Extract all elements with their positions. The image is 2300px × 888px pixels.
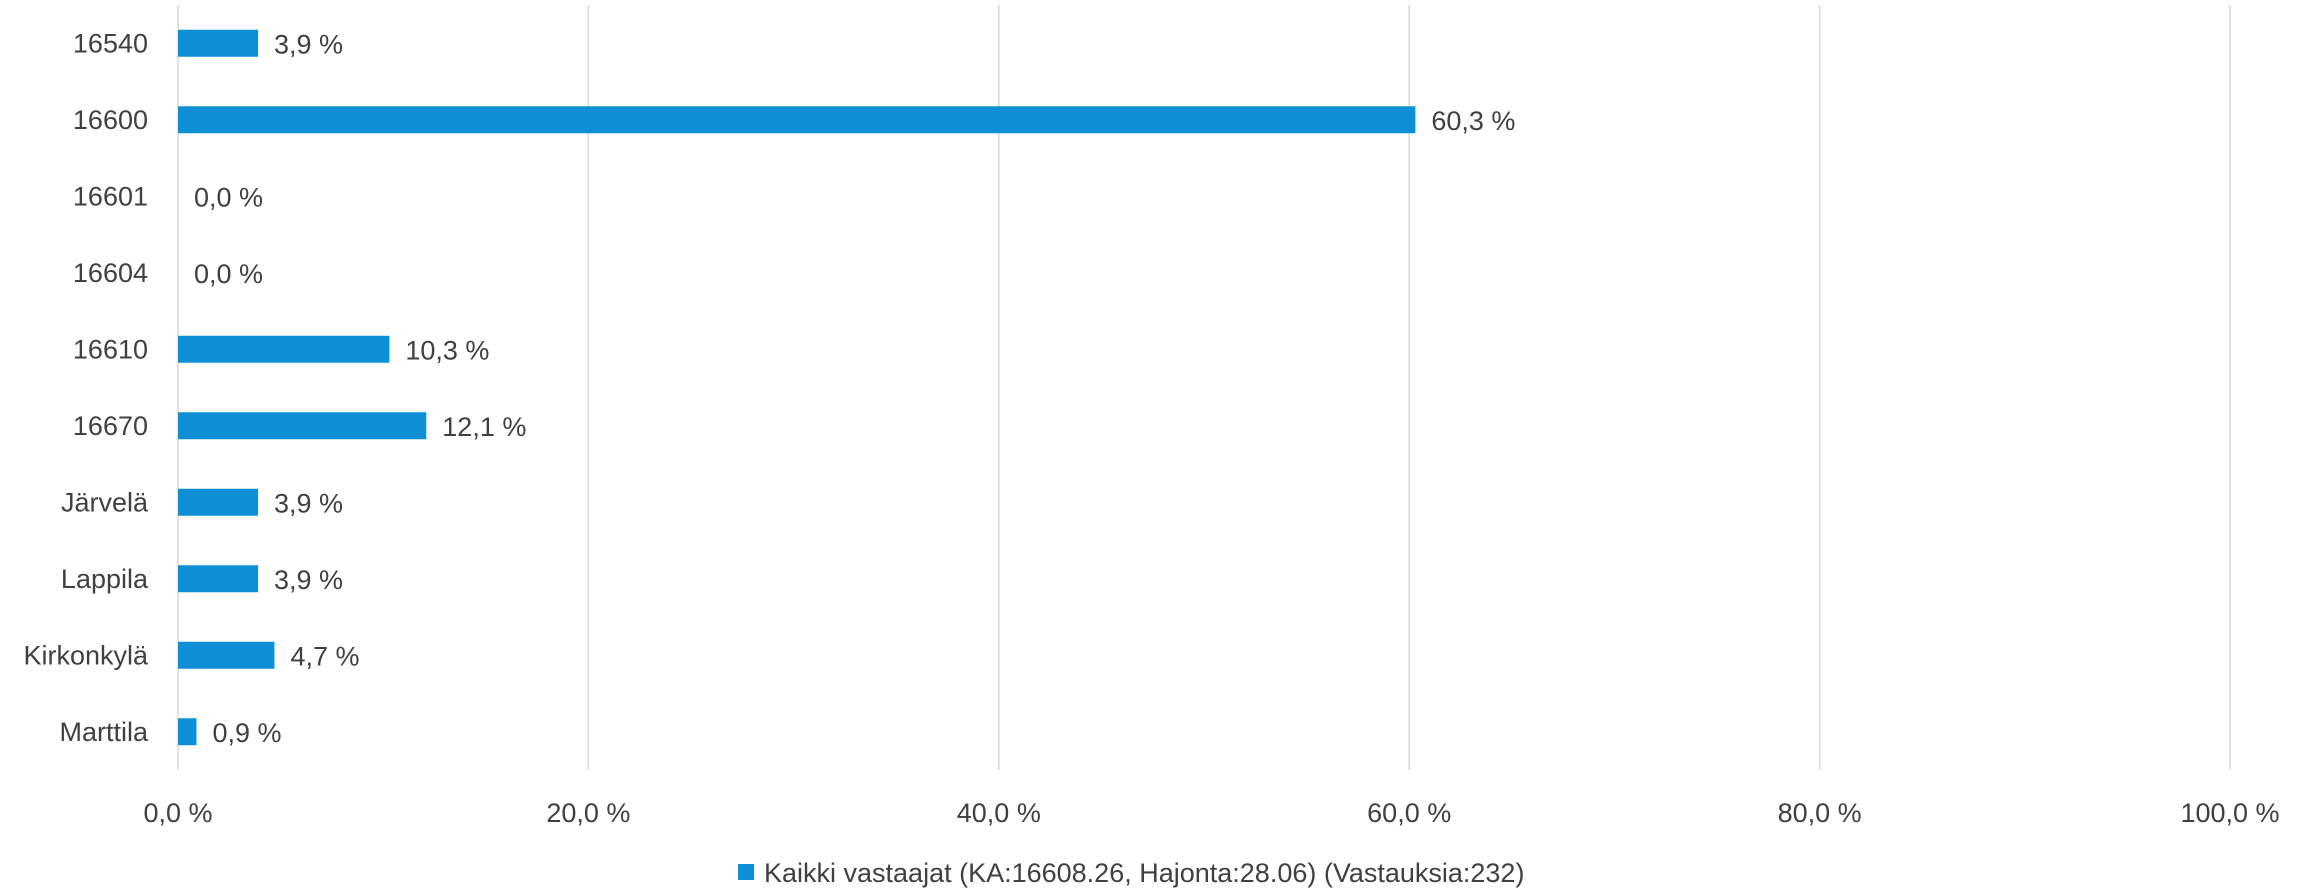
bar (178, 106, 1416, 134)
data-label: 3,9 % (274, 565, 343, 595)
bar (178, 718, 197, 746)
category-label: 16610 (73, 334, 148, 364)
category-label: Marttila (59, 717, 148, 747)
data-label: 0,9 % (212, 718, 281, 748)
x-tick-label: 100,0 % (2180, 798, 2279, 828)
category-label: 16601 (73, 181, 148, 211)
legend-swatch (738, 864, 754, 880)
x-tick-label: 40,0 % (957, 798, 1041, 828)
category-label: Järvelä (61, 487, 149, 517)
bars (178, 29, 1416, 746)
x-tick-label: 20,0 % (546, 798, 630, 828)
category-label: Lappila (61, 564, 149, 594)
bar (178, 565, 259, 593)
x-tick-label: 0,0 % (143, 798, 212, 828)
bar (178, 488, 259, 516)
bar (178, 412, 427, 440)
data-label: 10,3 % (405, 335, 489, 365)
data-labels: 3,9 % 60,3 % 0,0 % 0,0 % 10,3 % 12,1 % 3,9 % 3,… (194, 29, 1515, 748)
data-label: 3,9 % (274, 29, 343, 59)
category-label: 16670 (73, 411, 148, 441)
bar (178, 335, 390, 363)
category-label: 16604 (73, 258, 148, 288)
x-tick-label: 80,0 % (1778, 798, 1862, 828)
data-label: 0,0 % (194, 182, 263, 212)
category-labels: 16540 16600 16601 16604 16610 16670 Järvelä Lap… (23, 28, 149, 747)
category-label: 16600 (73, 105, 148, 135)
legend-label: Kaikki vastaajat (KA:16608.26, Hajonta:2… (764, 858, 1524, 888)
data-label: 3,9 % (274, 488, 343, 518)
category-label: Kirkonkylä (23, 640, 149, 670)
x-tick-label: 60,0 % (1367, 798, 1451, 828)
legend: Kaikki vastaajat (KA:16608.26, Hajonta:2… (738, 858, 1524, 888)
bar (178, 29, 259, 57)
x-axis-tick-labels: 0,0 % 20,0 % 40,0 % 60,0 % 80,0 % 100,0 % (143, 798, 2279, 828)
data-label: 60,3 % (1431, 106, 1515, 136)
category-label: 16540 (73, 28, 148, 58)
data-label: 12,1 % (442, 412, 526, 442)
data-label: 4,7 % (290, 641, 359, 671)
bar (178, 641, 275, 669)
data-label: 0,0 % (194, 259, 263, 289)
